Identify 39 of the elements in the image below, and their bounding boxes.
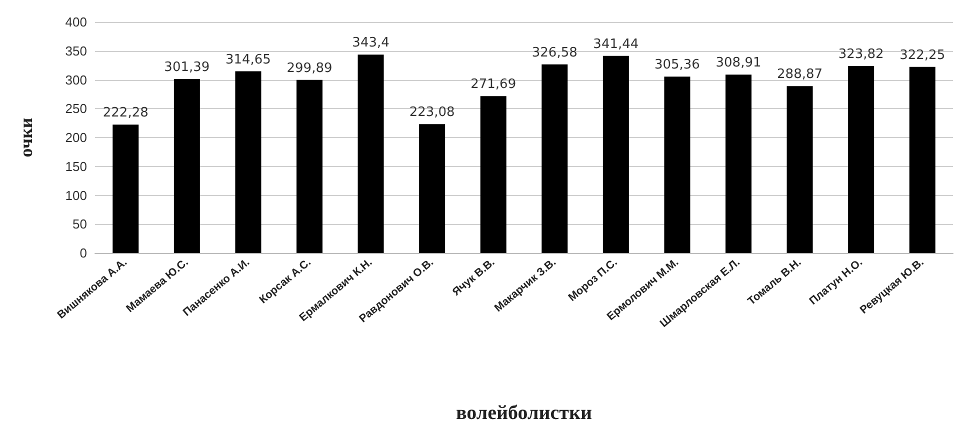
bar (235, 71, 262, 253)
bar (174, 78, 200, 253)
data-label: 343,4 (352, 36, 390, 51)
data-label: 223,08 (409, 105, 455, 120)
y-tick-label: 300 (65, 72, 87, 88)
data-label: 341,44 (593, 36, 639, 52)
bar (664, 76, 690, 253)
y-tick-label: 150 (65, 158, 87, 174)
y-tick-label: 400 (65, 14, 87, 30)
bar (112, 124, 139, 253)
data-label: 322,25 (900, 48, 946, 63)
y-tick-label: 350 (65, 43, 87, 58)
bar (909, 66, 936, 253)
y-tick-label: 250 (65, 101, 87, 116)
bar (419, 124, 446, 253)
y-tick-label: 0 (80, 246, 87, 260)
data-label: 308,91 (716, 56, 762, 71)
bar (480, 96, 506, 253)
bar (602, 56, 629, 253)
data-label: 222,28 (102, 106, 148, 121)
data-label: 323,82 (838, 46, 884, 62)
data-label: 326,58 (532, 45, 578, 60)
bar (542, 64, 568, 253)
bar (848, 66, 874, 253)
y-tick-label: 50 (72, 216, 87, 232)
data-label: 301,39 (164, 60, 210, 75)
bar (296, 80, 322, 253)
data-label: 305,36 (654, 58, 700, 73)
y-axis-title: очки (16, 118, 36, 158)
bar (786, 86, 813, 253)
bar (726, 74, 752, 253)
x-axis-title: волейболистки (456, 402, 592, 424)
bar (358, 54, 384, 253)
y-tick-label: 100 (65, 188, 87, 203)
data-label: 299,89 (286, 60, 332, 76)
data-label: 271,69 (470, 77, 516, 92)
y-tick-label: 200 (65, 130, 87, 145)
data-label: 314,65 (225, 52, 271, 68)
data-label: 288,87 (777, 67, 823, 82)
